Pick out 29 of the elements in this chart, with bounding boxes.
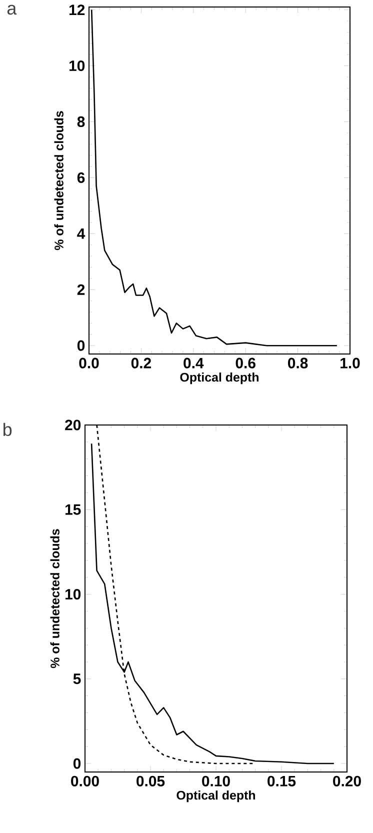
x-tick-label: 0.15 (268, 776, 296, 786)
y-tick-label: 15 (65, 504, 81, 515)
x-tick-label: 0.10 (202, 776, 230, 786)
chart-title: a (7, 4, 17, 15)
y-tick-label: 5 (73, 674, 81, 684)
x-axis-title: Optical depth (180, 372, 258, 384)
y-tick-label: 0 (73, 758, 81, 769)
x-tick-label: 1.0 (340, 358, 360, 368)
y-tick-label: 6 (77, 172, 85, 183)
x-tick-label: 0.20 (333, 776, 361, 786)
y-tick-label: 20 (65, 420, 81, 430)
y-tick-label: 8 (77, 116, 85, 128)
x-tick-label: 0.4 (184, 358, 204, 368)
chart-title: b (4, 422, 12, 436)
y-tick-label: 10 (65, 588, 81, 600)
x-tick-label: 0.8 (288, 358, 308, 368)
x-tick-label: 0.2 (131, 358, 151, 368)
x-tick-label: 0.00 (71, 776, 99, 786)
y-tick-label: 10 (69, 60, 85, 72)
y-axis-title: % of undetected clouds (50, 529, 60, 668)
y-axis-title: % of undetected clouds (54, 111, 64, 250)
y-tick-label: 4 (77, 228, 86, 239)
x-axis-title: Optical depth (176, 790, 255, 802)
y-tick-label: 2 (77, 284, 85, 295)
y-tick-label: 12 (69, 4, 85, 16)
x-tick-label: 0.0 (79, 358, 99, 368)
y-tick-label: 0 (77, 340, 85, 351)
x-tick-label: 0.05 (136, 776, 165, 786)
x-tick-label: 0.6 (236, 358, 256, 368)
